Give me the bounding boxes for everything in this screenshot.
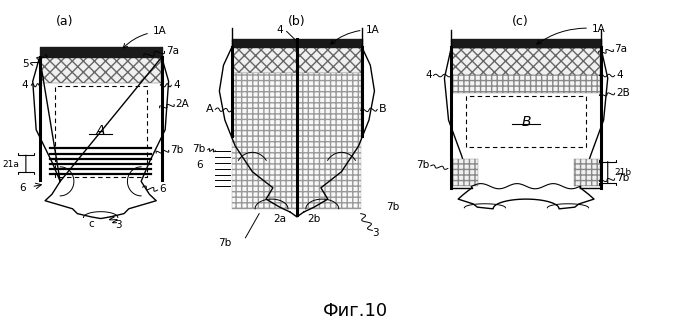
Text: 6: 6 xyxy=(196,160,203,170)
Text: c: c xyxy=(88,219,94,229)
Text: 4: 4 xyxy=(426,70,432,80)
Text: 4: 4 xyxy=(173,80,180,89)
Text: 7b: 7b xyxy=(416,160,429,170)
Text: B: B xyxy=(521,115,531,129)
Text: 6: 6 xyxy=(159,184,166,194)
Bar xyxy=(232,73,361,209)
Bar xyxy=(452,159,478,186)
Text: 7b: 7b xyxy=(192,144,206,154)
Text: 1A: 1A xyxy=(537,24,606,44)
Text: 7b: 7b xyxy=(218,237,231,248)
Text: 6: 6 xyxy=(19,183,26,193)
Text: 2A: 2A xyxy=(175,99,189,109)
Bar xyxy=(452,48,600,75)
Text: 3: 3 xyxy=(373,228,379,238)
Text: 7a: 7a xyxy=(614,44,628,54)
Text: 1A: 1A xyxy=(123,26,166,48)
Text: 21a: 21a xyxy=(2,160,19,169)
Text: 4: 4 xyxy=(21,80,28,89)
Text: 7b: 7b xyxy=(616,173,629,183)
Bar xyxy=(41,57,161,83)
Text: (c): (c) xyxy=(512,15,528,28)
Text: Фиг.10: Фиг.10 xyxy=(323,302,388,320)
Text: A: A xyxy=(206,104,214,114)
Text: 5: 5 xyxy=(22,59,29,69)
Text: 21b: 21b xyxy=(614,168,632,177)
Text: 2B: 2B xyxy=(616,87,630,98)
Text: 7b: 7b xyxy=(386,202,399,212)
Bar xyxy=(574,159,600,186)
Text: A: A xyxy=(96,124,106,138)
Text: 2a: 2a xyxy=(273,214,287,225)
Text: 4: 4 xyxy=(616,70,623,80)
Text: 3: 3 xyxy=(115,220,122,230)
Text: 7a: 7a xyxy=(166,46,180,56)
Text: 2b: 2b xyxy=(308,214,321,225)
Bar xyxy=(232,48,361,73)
Text: 4: 4 xyxy=(276,25,283,35)
Text: B: B xyxy=(380,104,387,114)
Bar xyxy=(452,75,600,93)
Text: (a): (a) xyxy=(56,15,73,28)
Text: (b): (b) xyxy=(288,15,305,28)
Text: 1A: 1A xyxy=(331,25,380,44)
Text: 7b: 7b xyxy=(170,145,183,155)
